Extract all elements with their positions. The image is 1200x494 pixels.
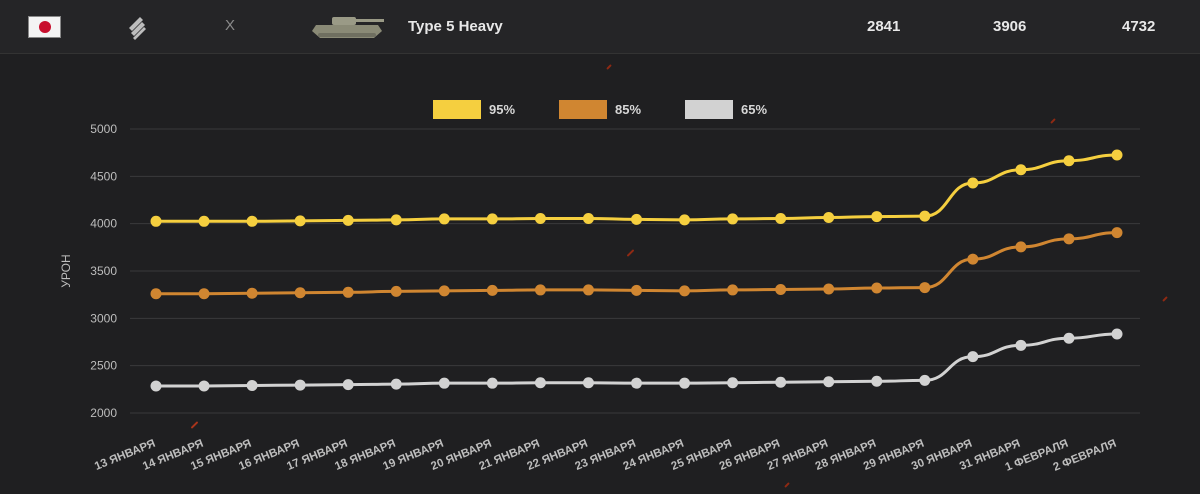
- data-point-85%: [438, 285, 450, 297]
- stat-value-3: 4732: [1122, 18, 1156, 35]
- data-point-95%: [438, 213, 450, 225]
- data-point-85%: [150, 288, 162, 300]
- tank-name: Type 5 Heavy: [408, 18, 503, 35]
- data-point-95%: [775, 212, 787, 224]
- data-point-95%: [1111, 149, 1123, 161]
- data-point-85%: [679, 285, 691, 297]
- data-point-85%: [727, 284, 739, 296]
- y-tick-label: 2000: [90, 406, 117, 420]
- data-point-95%: [823, 212, 835, 224]
- y-tick-label: 5000: [90, 122, 117, 136]
- data-point-65%: [871, 375, 883, 387]
- legend-label: 65%: [741, 102, 767, 117]
- y-axis-label: УРОН: [59, 254, 73, 287]
- data-point-85%: [919, 282, 931, 294]
- data-point-95%: [1063, 155, 1075, 167]
- data-point-95%: [198, 215, 210, 227]
- data-point-85%: [871, 282, 883, 294]
- y-tick-label: 4000: [90, 217, 117, 231]
- data-point-65%: [150, 380, 162, 392]
- data-point-65%: [294, 379, 306, 391]
- data-point-65%: [631, 377, 642, 389]
- data-point-65%: [1063, 332, 1075, 344]
- data-point-85%: [775, 283, 787, 295]
- data-point-95%: [294, 215, 306, 227]
- data-point-65%: [486, 377, 498, 389]
- data-point-95%: [631, 213, 642, 225]
- legend-label: 95%: [489, 102, 515, 117]
- stat-value-2: 3906: [993, 18, 1027, 35]
- legend-swatch-95%: [433, 100, 481, 119]
- data-point-85%: [198, 288, 210, 300]
- tier-separator: X: [225, 17, 236, 34]
- data-point-65%: [1015, 339, 1027, 351]
- data-point-85%: [967, 253, 979, 265]
- data-point-65%: [390, 378, 402, 390]
- y-tick-label: 2500: [90, 359, 117, 373]
- data-point-95%: [582, 212, 594, 224]
- data-point-95%: [246, 215, 258, 227]
- data-point-85%: [534, 284, 546, 296]
- data-point-65%: [727, 377, 739, 389]
- data-point-85%: [631, 284, 642, 296]
- data-point-95%: [150, 215, 162, 227]
- data-point-95%: [486, 213, 498, 225]
- heavy-tank-class-icon: [129, 17, 146, 40]
- data-point-85%: [294, 287, 306, 299]
- data-point-65%: [198, 380, 210, 392]
- stat-value-1: 2841: [867, 18, 901, 35]
- data-point-65%: [342, 379, 354, 391]
- data-point-95%: [919, 210, 931, 222]
- data-point-85%: [246, 287, 258, 299]
- data-point-85%: [1015, 241, 1027, 253]
- data-point-65%: [582, 377, 594, 389]
- data-point-85%: [582, 284, 594, 296]
- data-point-95%: [871, 211, 883, 223]
- data-point-65%: [919, 374, 931, 386]
- data-point-95%: [967, 177, 979, 189]
- header-bar: X Type 5 Heavy 2841 3906 4732: [0, 0, 1200, 54]
- data-point-65%: [438, 377, 450, 389]
- data-point-85%: [823, 283, 835, 295]
- data-point-65%: [823, 376, 835, 388]
- legend-swatch-85%: [559, 100, 607, 119]
- y-tick-label: 4500: [90, 169, 117, 183]
- data-point-95%: [390, 214, 402, 226]
- data-point-65%: [1111, 328, 1123, 340]
- tank-silhouette-icon: [312, 17, 384, 38]
- data-point-65%: [534, 377, 546, 389]
- legend-label: 85%: [615, 102, 641, 117]
- data-point-95%: [727, 213, 739, 225]
- y-tick-label: 3000: [90, 311, 117, 325]
- data-point-65%: [246, 380, 258, 392]
- data-point-65%: [967, 351, 979, 363]
- data-point-95%: [534, 212, 546, 224]
- data-point-85%: [486, 284, 498, 296]
- data-point-85%: [390, 285, 402, 297]
- data-point-85%: [1063, 233, 1075, 245]
- data-point-65%: [775, 376, 787, 388]
- data-point-85%: [1111, 227, 1123, 239]
- data-point-95%: [679, 214, 691, 226]
- japan-flag-icon: [28, 16, 61, 38]
- data-point-95%: [1015, 164, 1027, 176]
- data-point-65%: [679, 377, 691, 389]
- data-point-95%: [342, 214, 354, 226]
- data-point-85%: [342, 286, 354, 298]
- y-tick-label: 3500: [90, 264, 117, 278]
- legend-swatch-65%: [685, 100, 733, 119]
